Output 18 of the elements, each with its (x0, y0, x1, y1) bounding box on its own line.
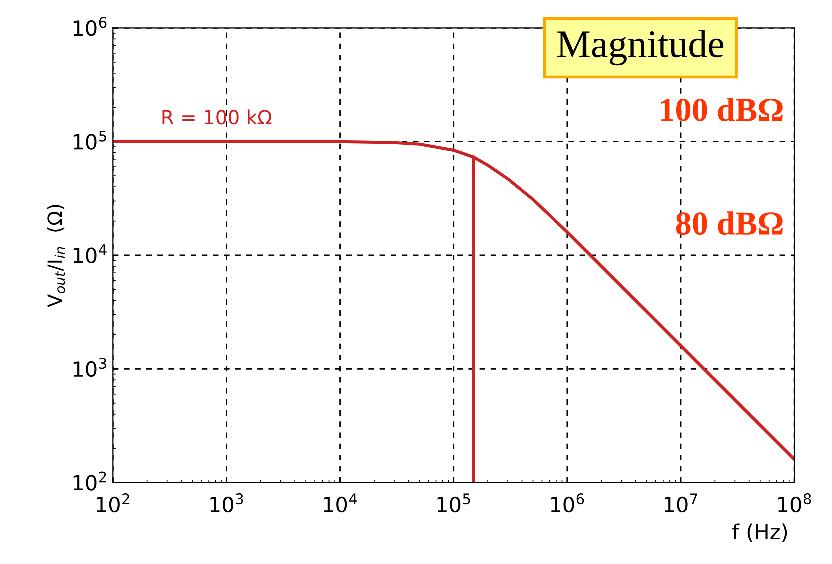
x-tick-label: 10$^{3}$ (210, 494, 244, 513)
y-tick-label: 10$^{2}$ (74, 472, 106, 491)
y-tick-label: 10$^{3}$ (74, 358, 106, 378)
x-tick-label: 10$^{4}$ (324, 494, 358, 513)
annotation: R = 100 kΩ (162, 110, 272, 125)
annotation: 80 dBΩ (676, 212, 783, 236)
x-tick-label: 10$^{6}$ (551, 494, 584, 513)
y-tick-label: 10$^{5}$ (74, 131, 106, 150)
x-tick-label: 10$^{5}$ (438, 494, 470, 513)
x-tick-label: 10$^{2}$ (97, 494, 130, 513)
y-tick-label: 10$^{4}$ (74, 244, 107, 264)
chart-title: Magnitude (558, 30, 724, 66)
x-tick-label: 10$^{7}$ (664, 494, 698, 513)
y-tick-label: 10$^{6}$ (74, 17, 107, 36)
annotation: 100 dBΩ (661, 98, 783, 122)
x-axis-title: f (Hz) (732, 524, 788, 542)
x-tick-label: 10$^{8}$ (778, 494, 812, 513)
y-axis-title: V$_{out}$/I$_{in}$ (Ω) (47, 205, 66, 308)
